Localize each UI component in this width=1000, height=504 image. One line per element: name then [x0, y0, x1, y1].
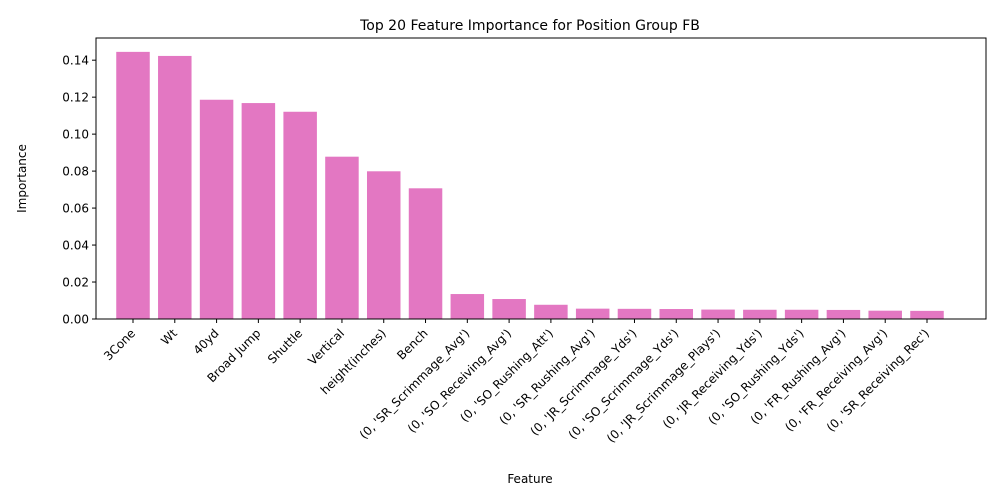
bar	[575, 308, 610, 319]
x-tick-label: Vertical	[305, 326, 347, 368]
y-tick-label: 0.10	[62, 128, 89, 142]
x-tick-label: Bench	[394, 326, 430, 362]
x-tick-label: 40yd	[191, 326, 222, 357]
plot-frame	[95, 37, 987, 320]
y-tick-label: 0.14	[62, 54, 89, 68]
bar	[199, 99, 234, 319]
chart-title: Top 20 Feature Importance for Position G…	[359, 18, 700, 34]
bars-layer	[116, 51, 944, 320]
y-tick-label: 0.12	[62, 91, 89, 105]
bar	[868, 310, 902, 319]
bar	[450, 294, 485, 319]
bar	[617, 308, 652, 319]
bar	[659, 309, 694, 319]
bar	[408, 188, 443, 319]
bar	[910, 310, 944, 319]
y-tick-label: 0.02	[62, 276, 89, 290]
y-tick-label: 0.08	[62, 165, 89, 179]
x-tick-label: 3Cone	[101, 326, 138, 363]
bar	[534, 304, 568, 319]
y-tick-label: 0.06	[62, 202, 89, 216]
y-axis-label: Importance	[15, 144, 29, 213]
bar	[158, 55, 192, 320]
x-axis-label: Feature	[507, 472, 552, 486]
bar	[701, 309, 735, 319]
y-tick-label: 0.04	[62, 239, 89, 253]
bar	[743, 309, 777, 319]
bar	[325, 156, 359, 319]
y-tick-label: 0.00	[62, 313, 89, 327]
x-tick-label: Shuttle	[265, 326, 305, 366]
bar	[784, 309, 819, 319]
bar	[366, 171, 401, 319]
x-tick-label: Wt	[158, 326, 180, 348]
bar	[492, 299, 526, 319]
bar	[116, 51, 150, 320]
bar	[283, 111, 317, 319]
bar	[241, 103, 276, 319]
y-axis: 0.00 0.02 0.04 0.06 0.08 0.10 0.12 0.14	[62, 54, 96, 327]
bar	[826, 309, 861, 319]
